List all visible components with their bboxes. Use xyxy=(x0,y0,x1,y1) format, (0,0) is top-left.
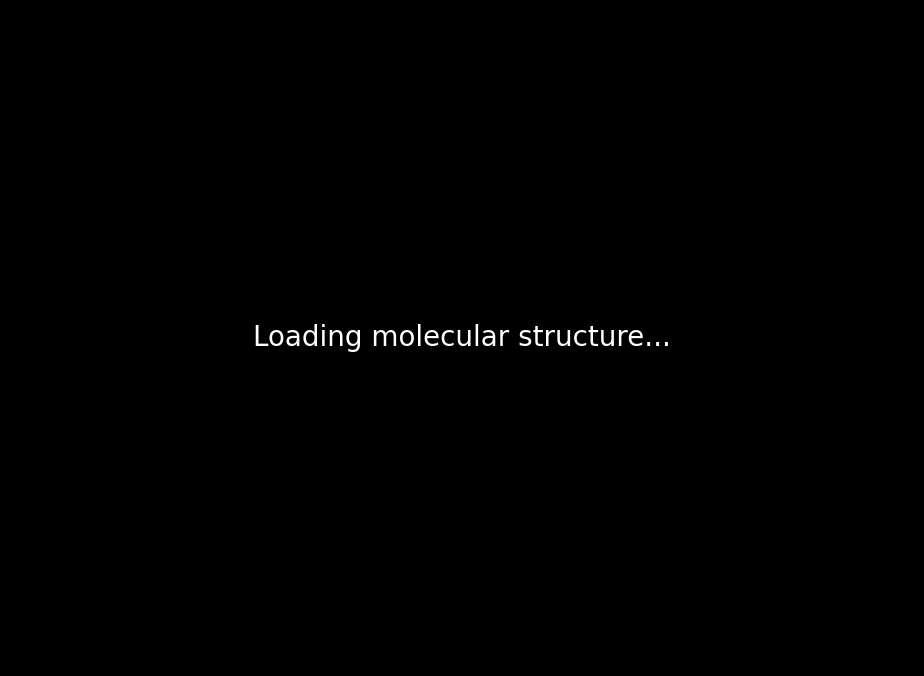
Text: Loading molecular structure...: Loading molecular structure... xyxy=(253,324,671,352)
